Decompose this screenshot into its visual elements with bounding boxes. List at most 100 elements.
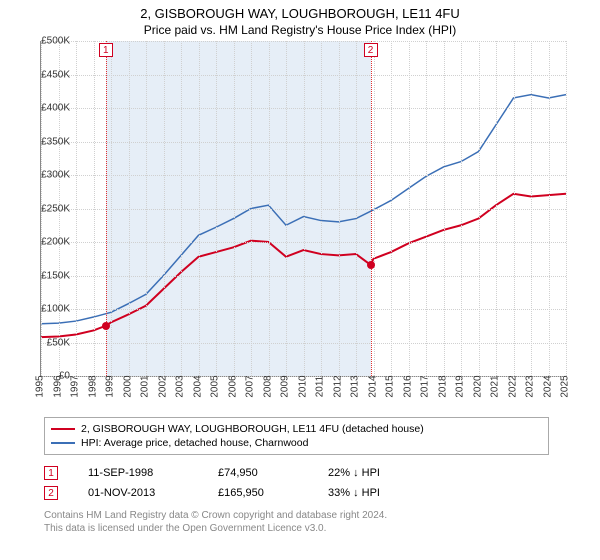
gridline-v [374, 41, 375, 376]
y-tick-label: £300K [41, 170, 70, 181]
gridline-v [531, 41, 532, 376]
x-tick-label: 2020 [472, 375, 483, 397]
x-tick-label: 2005 [210, 375, 221, 397]
x-tick-label: 1999 [105, 375, 116, 397]
gridline-v [514, 41, 515, 376]
gridline-v [129, 41, 130, 376]
event-marker-box: 1 [99, 43, 113, 57]
event-diff: 33% ↓ HPI [328, 487, 418, 499]
x-tick-label: 2022 [507, 375, 518, 397]
gridline-v [461, 41, 462, 376]
x-tick-label: 2002 [157, 375, 168, 397]
x-tick-label: 2024 [542, 375, 553, 397]
footer: Contains HM Land Registry data © Crown c… [44, 509, 600, 535]
x-tick-label: 2009 [280, 375, 291, 397]
x-tick-label: 2001 [140, 375, 151, 397]
event-price: £165,950 [218, 487, 298, 499]
x-tick-label: 2016 [402, 375, 413, 397]
y-tick-label: £250K [41, 203, 70, 214]
footer-line: This data is licensed under the Open Gov… [44, 522, 600, 535]
y-tick-label: £50K [47, 337, 70, 348]
legend-item-price-paid: 2, GISBOROUGH WAY, LOUGHBOROUGH, LE11 4F… [51, 422, 542, 436]
gridline-v [199, 41, 200, 376]
event-date: 11-SEP-1998 [88, 467, 188, 479]
legend-label: 2, GISBOROUGH WAY, LOUGHBOROUGH, LE11 4F… [81, 423, 424, 435]
y-tick-label: £100K [41, 304, 70, 315]
event-number: 1 [44, 466, 58, 480]
x-tick-label: 2023 [525, 375, 536, 397]
x-tick-label: 2014 [367, 375, 378, 397]
x-tick-label: 2018 [437, 375, 448, 397]
x-tick-label: 1997 [70, 375, 81, 397]
x-tick-label: 2021 [490, 375, 501, 397]
x-tick-label: 2007 [245, 375, 256, 397]
x-tick-label: 2017 [420, 375, 431, 397]
gridline-v [409, 41, 410, 376]
plot-region: 12 [40, 41, 566, 377]
event-number: 2 [44, 486, 58, 500]
y-tick-label: £350K [41, 136, 70, 147]
event-marker-box: 2 [364, 43, 378, 57]
x-tick-label: 2010 [297, 375, 308, 397]
y-tick-label: £450K [41, 69, 70, 80]
event-diff: 22% ↓ HPI [328, 467, 418, 479]
x-tick-label: 1995 [35, 375, 46, 397]
gridline-v [164, 41, 165, 376]
x-tick-label: 2025 [560, 375, 571, 397]
y-tick-label: £200K [41, 237, 70, 248]
chart-container: 2, GISBOROUGH WAY, LOUGHBOROUGH, LE11 4F… [0, 0, 600, 560]
chart-subtitle: Price paid vs. HM Land Registry's House … [0, 21, 600, 41]
legend: 2, GISBOROUGH WAY, LOUGHBOROUGH, LE11 4F… [44, 417, 549, 455]
y-tick-label: £400K [41, 103, 70, 114]
gridline-v [391, 41, 392, 376]
x-tick-label: 2006 [227, 375, 238, 397]
y-tick-label: £150K [41, 270, 70, 281]
x-tick-label: 2013 [350, 375, 361, 397]
event-price: £74,950 [218, 467, 298, 479]
gridline-v [549, 41, 550, 376]
chart-title: 2, GISBOROUGH WAY, LOUGHBOROUGH, LE11 4F… [0, 0, 600, 21]
gridline-v [251, 41, 252, 376]
gridline-v [111, 41, 112, 376]
x-tick-label: 2012 [332, 375, 343, 397]
gridline-v [94, 41, 95, 376]
x-tick-label: 1996 [52, 375, 63, 397]
gridline-v [181, 41, 182, 376]
x-tick-label: 2015 [385, 375, 396, 397]
gridline-v [566, 41, 567, 376]
gridline-v [356, 41, 357, 376]
gridline-v [234, 41, 235, 376]
legend-item-hpi: HPI: Average price, detached house, Char… [51, 436, 542, 450]
gridline-v [146, 41, 147, 376]
event-row: 2 01-NOV-2013 £165,950 33% ↓ HPI [44, 483, 549, 503]
gridline-v [76, 41, 77, 376]
x-tick-label: 1998 [87, 375, 98, 397]
event-line [371, 41, 372, 376]
gridline-v [304, 41, 305, 376]
event-row: 1 11-SEP-1998 £74,950 22% ↓ HPI [44, 463, 549, 483]
x-tick-label: 2000 [122, 375, 133, 397]
x-tick-label: 2003 [175, 375, 186, 397]
gridline-v [426, 41, 427, 376]
y-tick-label: £500K [41, 36, 70, 47]
x-tick-label: 2019 [455, 375, 466, 397]
event-marker-dot [102, 322, 110, 330]
x-tick-label: 2004 [192, 375, 203, 397]
footer-line: Contains HM Land Registry data © Crown c… [44, 509, 600, 522]
legend-label: HPI: Average price, detached house, Char… [81, 437, 308, 449]
gridline-v [339, 41, 340, 376]
legend-swatch [51, 428, 75, 430]
chart-area: 12 £0£50K£100K£150K£200K£250K£300K£350K£… [40, 41, 600, 411]
gridline-v [444, 41, 445, 376]
gridline-v [479, 41, 480, 376]
event-marker-dot [367, 261, 375, 269]
legend-swatch [51, 442, 75, 444]
x-tick-label: 2011 [315, 376, 326, 398]
gridline-v [496, 41, 497, 376]
gridline-v [216, 41, 217, 376]
event-date: 01-NOV-2013 [88, 487, 188, 499]
events-table: 1 11-SEP-1998 £74,950 22% ↓ HPI 2 01-NOV-2013… [44, 463, 549, 503]
x-tick-label: 2008 [262, 375, 273, 397]
gridline-v [321, 41, 322, 376]
gridline-v [269, 41, 270, 376]
